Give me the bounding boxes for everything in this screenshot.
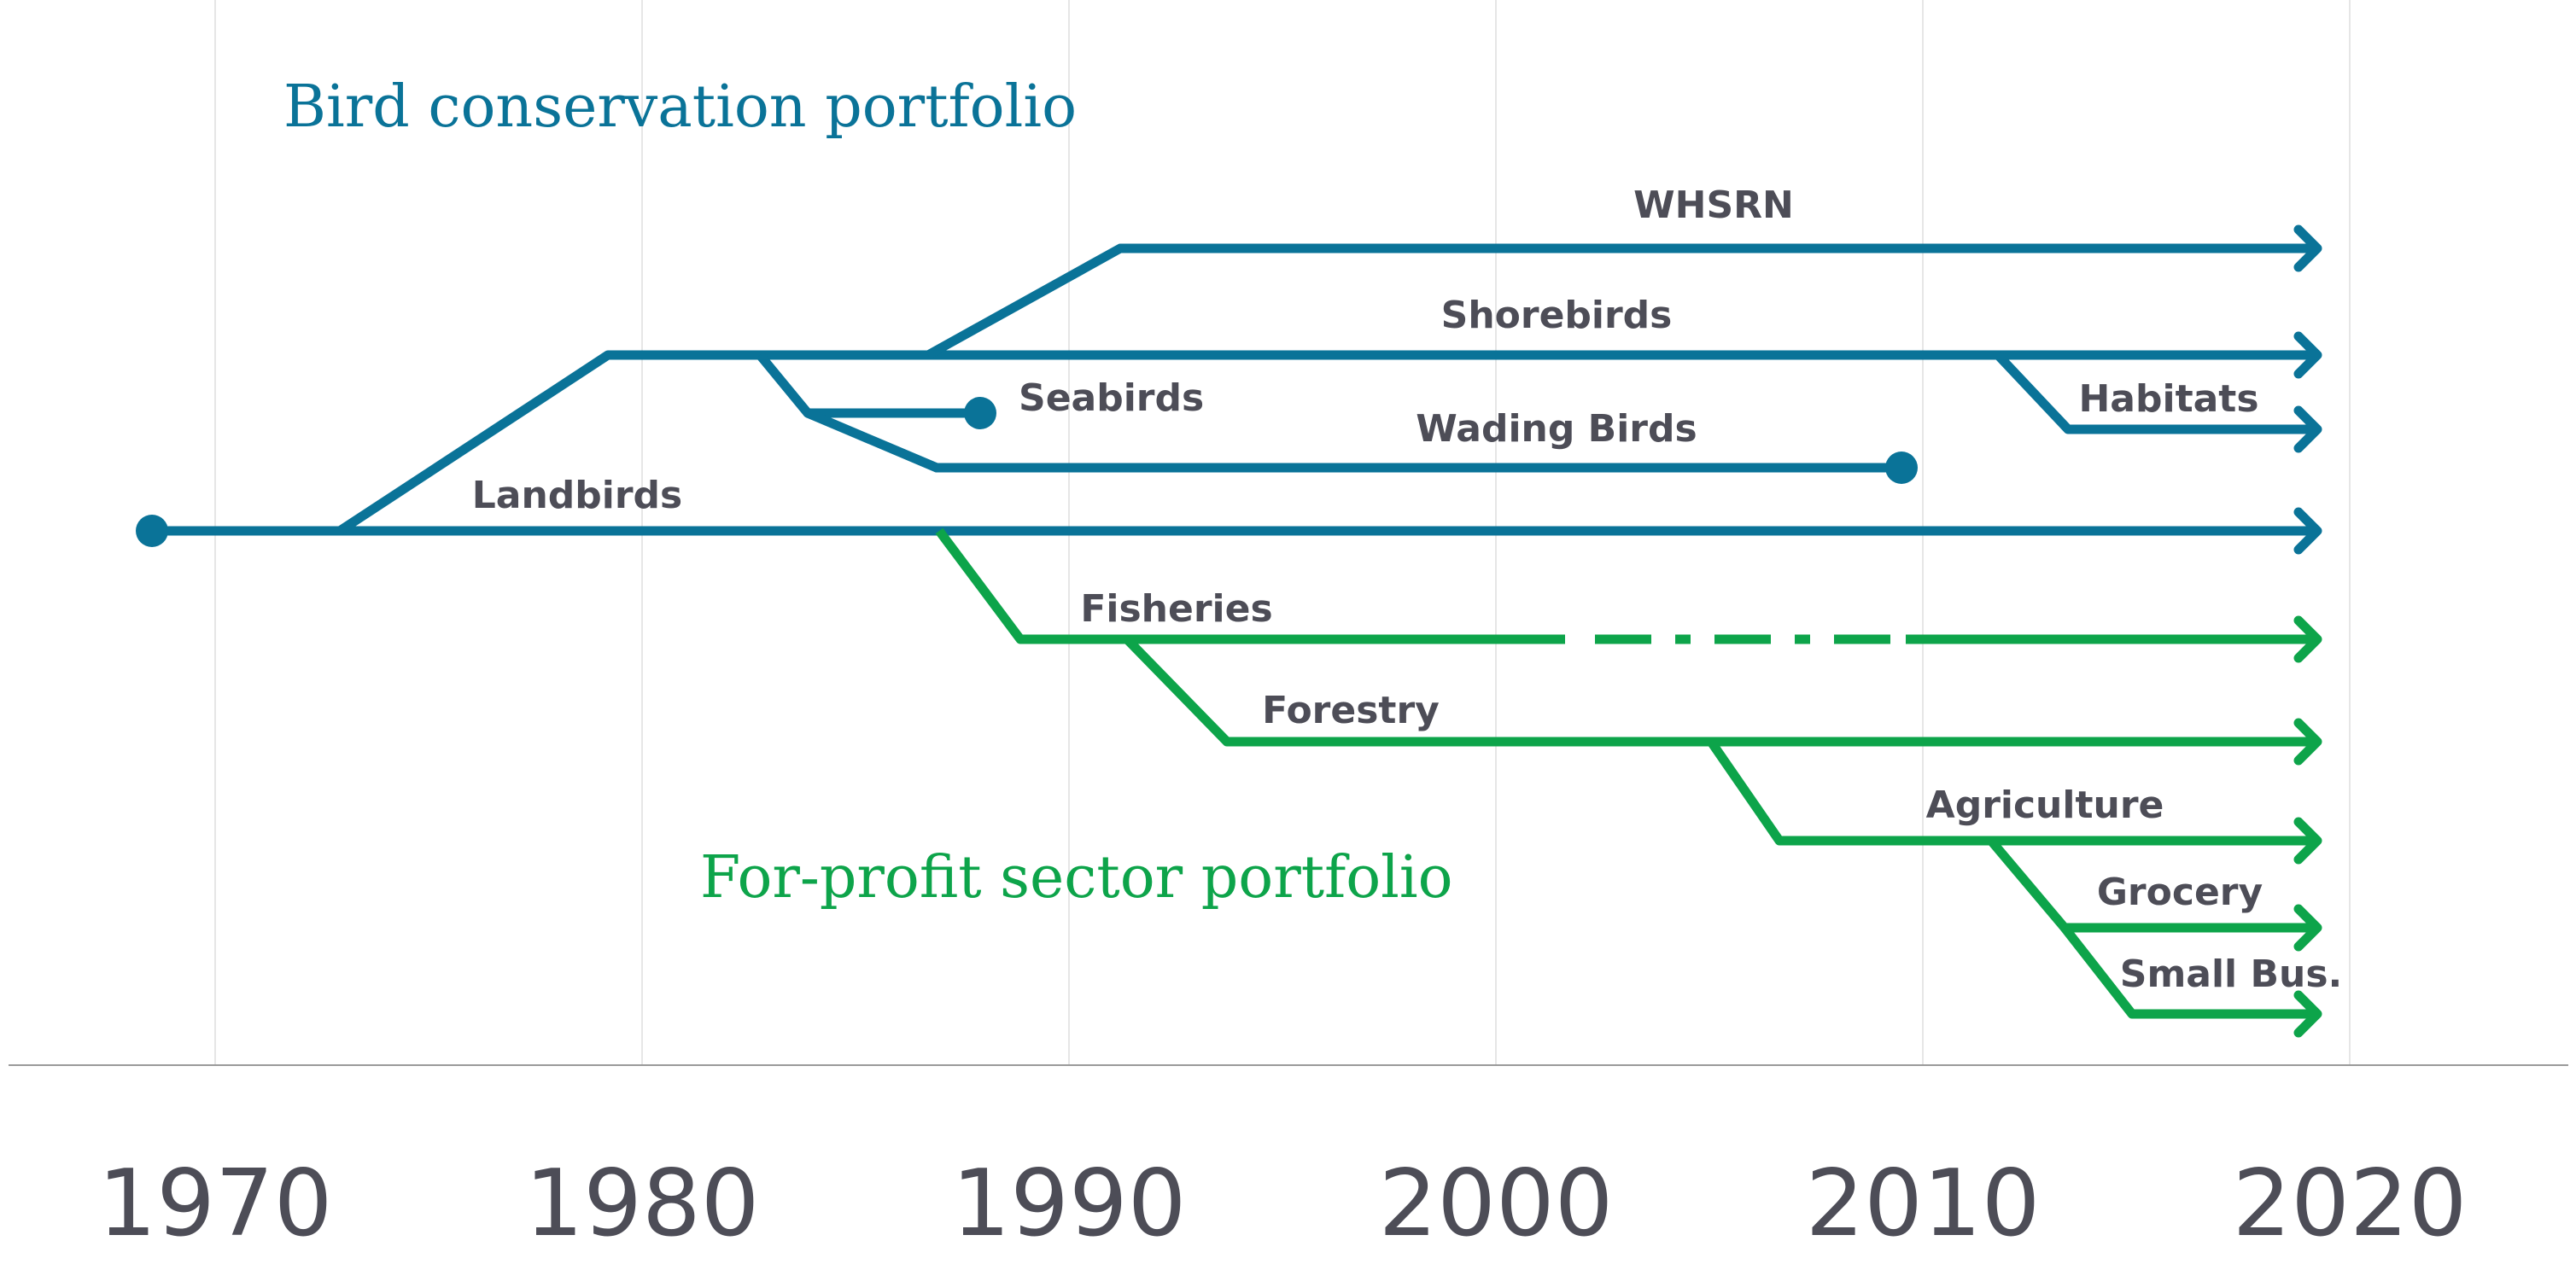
year-labels: 1970 1980 1990 2000 2010 2020 — [98, 1151, 2468, 1257]
bird-arrowheads — [2293, 224, 2322, 555]
whsrn-arrow-icon — [2293, 224, 2322, 272]
habitats-label: Habitats — [2078, 377, 2258, 421]
year-label-2000: 2000 — [1379, 1151, 1614, 1257]
landbirds-label: Landbirds — [472, 474, 683, 517]
year-label-1980: 1980 — [525, 1151, 760, 1257]
seabirds-end-dot-icon — [964, 397, 996, 429]
whsrn-line — [926, 243, 2316, 359]
forestry-arrow-icon — [2293, 718, 2322, 766]
bird-portfolio-heading: Bird conservation portfolio — [283, 73, 1077, 141]
agriculture-line — [1707, 738, 2316, 846]
agriculture-arrow-icon — [2293, 817, 2322, 865]
small-bus-line — [2060, 924, 2316, 1019]
shorebirds-arrow-icon — [2293, 331, 2322, 379]
profit-portfolio-lines — [935, 527, 2316, 1019]
habitats-arrow-icon — [2293, 405, 2322, 453]
bird-portfolio-lines — [152, 243, 2316, 536]
landbirds-arrow-icon — [2293, 507, 2322, 555]
agriculture-label: Agriculture — [1926, 784, 2164, 827]
landbirds-start-dot-icon — [136, 515, 168, 547]
small-bus-label: Small Bus. — [2120, 952, 2342, 996]
shorebirds-line — [336, 350, 2316, 535]
wading-birds-line — [805, 408, 1901, 473]
wading-birds-end-dot-icon — [1885, 451, 1918, 484]
fisheries-label: Fisheries — [1080, 587, 1272, 631]
fisheries-line — [935, 527, 1565, 644]
wading-birds-label: Wading Birds — [1416, 407, 1697, 451]
year-label-2020: 2020 — [2233, 1151, 2468, 1257]
fisheries-arrow-icon — [2293, 615, 2322, 663]
whsrn-label: WHSRN — [1633, 184, 1794, 227]
branch-labels: WHSRN Shorebirds Seabirds Habitats Wadin… — [472, 184, 2343, 996]
small-bus-arrow-icon — [2293, 990, 2322, 1038]
profit-portfolio-heading: For-profit sector portfolio — [700, 844, 1453, 912]
habitats-line — [1994, 352, 2316, 434]
seabirds-line — [756, 352, 980, 418]
forestry-line — [1124, 636, 2316, 747]
profit-arrowheads — [2293, 615, 2322, 1038]
year-label-1970: 1970 — [98, 1151, 333, 1257]
bird-end-dots — [136, 397, 1918, 547]
year-label-1990: 1990 — [952, 1151, 1187, 1257]
grocery-label: Grocery — [2097, 871, 2263, 914]
year-label-2010: 2010 — [1806, 1151, 2041, 1257]
shorebirds-label: Shorebirds — [1441, 294, 1673, 337]
grocery-arrow-icon — [2293, 904, 2322, 952]
seabirds-label: Seabirds — [1019, 376, 1204, 420]
forestry-label: Forestry — [1262, 689, 1440, 732]
